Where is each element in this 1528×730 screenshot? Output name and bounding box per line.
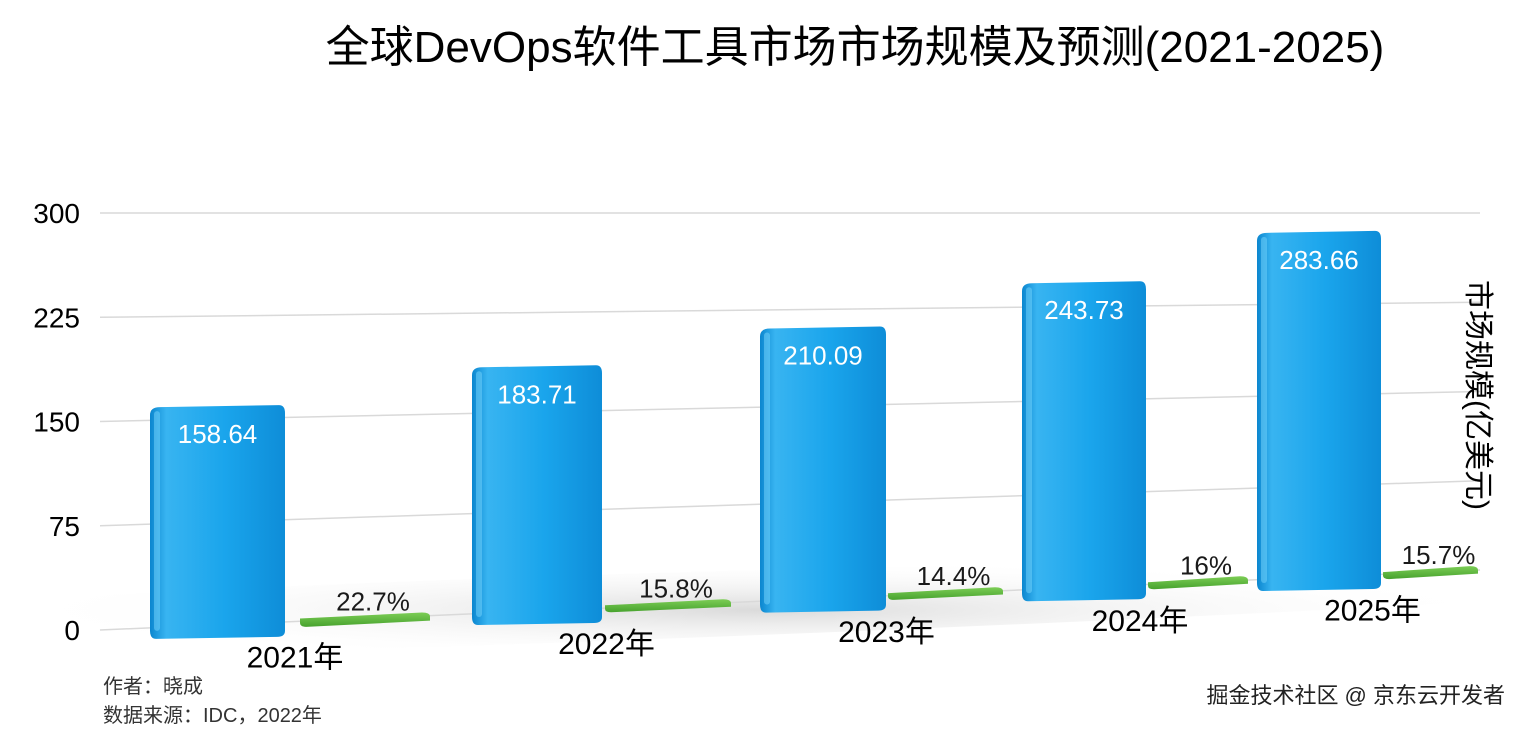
footer-source: 数据来源：IDC，2022年: [103, 704, 322, 727]
growth-rate-label: 14.4%: [917, 561, 991, 591]
x-category-label: 2022年: [558, 628, 655, 661]
growth-rate-label: 15.8%: [639, 573, 713, 603]
growth-rate-bar: [300, 612, 430, 627]
market-size-bar: [760, 326, 886, 613]
growth-rate-bar: [605, 599, 731, 613]
market-size-bar: [1022, 281, 1146, 602]
y-tick-labels: 0 75 150 225 300: [33, 198, 80, 646]
x-category-label: 2021年: [247, 642, 344, 675]
bar-highlight: [1261, 236, 1267, 583]
x-category-labels: 2021年 2022年 2023年 2024年 2025年: [247, 595, 1421, 675]
footer-author: 作者：晓成: [103, 675, 203, 698]
x-category-label: 2023年: [838, 616, 935, 649]
watermark-text: 掘金技术社区 @ 京东云开发者: [1206, 683, 1505, 708]
y-tick-label: 75: [49, 511, 80, 542]
bar-value-label: 243.73: [1044, 295, 1124, 325]
market-size-bar: [1257, 230, 1381, 591]
growth-rate-label: 22.7%: [336, 586, 410, 616]
y-tick-label: 300: [33, 198, 80, 229]
bar-highlight: [1026, 287, 1032, 594]
x-category-label: 2025年: [1324, 595, 1421, 628]
growth-rate-bar: [1148, 576, 1248, 590]
growth-rate-label: 15.7%: [1402, 540, 1476, 570]
gridline: [99, 301, 1481, 318]
bar-value-label: 158.64: [178, 419, 258, 449]
bar-highlight: [764, 332, 770, 605]
y-tick-label: 150: [33, 407, 80, 438]
bar-value-label: 210.09: [783, 341, 863, 371]
market-size-bar: [472, 365, 602, 625]
growth-series: 22.7% 15.8% 14.4% 16% 15.7%: [300, 540, 1478, 627]
y-axis-label: 市场规模(亿美元): [1461, 280, 1494, 510]
x-category-label: 2024年: [1092, 605, 1189, 638]
y-tick-label: 0: [64, 615, 80, 646]
growth-rate-bar: [888, 587, 1003, 600]
market-size-bar: [150, 405, 285, 639]
bar-value-label: 283.66: [1279, 245, 1359, 275]
market-size-series: 158.64 183.71 210.09 243.73 283.66: [150, 230, 1381, 639]
y-tick-label: 225: [33, 302, 80, 333]
bar-highlight: [476, 371, 482, 617]
growth-rate-bar: [1383, 566, 1478, 580]
bar-value-label: 183.71: [497, 379, 577, 409]
growth-rate-label: 16%: [1180, 550, 1232, 580]
bar-highlight: [154, 411, 160, 631]
chart-title: 全球DevOps软件工具市场市场规模及预测(2021-2025): [326, 23, 1385, 72]
